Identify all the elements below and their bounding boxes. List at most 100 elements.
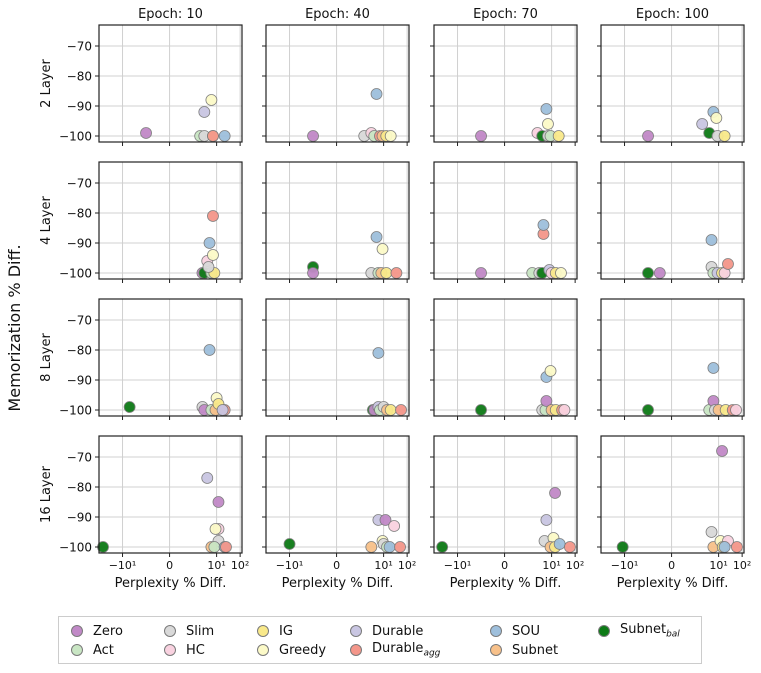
data-point-zero [212,496,225,508]
y-tick-label: −90 [67,237,92,251]
legend-item: Subnetbal [598,622,680,640]
legend-marker [490,644,502,656]
legend-item: SOU [490,622,540,640]
plot-area [266,25,409,142]
data-point-greedy [207,249,219,261]
axes-frame [433,24,578,143]
data-point-subnet-bal [436,541,449,553]
plot-area [434,299,577,416]
legend-marker [490,625,502,637]
y-tick-label: −70 [67,40,92,54]
data-point-ig [552,130,565,142]
data-point-hc [730,404,742,416]
data-point-subnet-bal [123,401,136,413]
subplot [430,161,578,283]
legend-item: HC [164,641,205,659]
axes-frame [265,435,410,554]
legend-label: Greedy [279,642,327,658]
x-tick-label: −10¹ [109,559,137,572]
y-tick-label: −100 [59,130,92,144]
data-point-greedy [384,130,397,142]
x-axis-title: Perplexity % Diff. [282,576,394,591]
axes-frame [433,161,578,280]
axes-frame [98,161,243,280]
plot-area [434,25,577,142]
data-point-sou [370,88,383,100]
data-point-durable-agg [207,210,219,222]
row-label: 8 Layer [39,333,54,382]
data-point-zero [307,130,319,142]
data-point-subnet [365,541,378,553]
legend-label: Zero [93,623,123,639]
data-point-durable-agg [395,404,407,416]
y-tick-label: −80 [67,344,92,358]
data-point-hc [388,520,401,532]
x-tick-label: 10¹ [207,559,225,572]
x-tick-label: 10¹ [374,559,392,572]
plot-area [434,162,577,279]
data-point-durable-agg [394,541,406,553]
legend-marker [598,625,610,637]
axes-frame [265,24,410,143]
data-point-greedy [710,112,723,124]
y-tick-label: −100 [59,404,92,418]
legend-item: Zero [71,622,123,640]
data-point-sou [372,347,385,359]
plot-area [99,162,242,279]
axes-frame [98,298,243,417]
data-point-durable-agg [564,541,576,553]
data-point-slim [202,261,215,273]
data-point-sou [203,344,216,356]
data-point-zero [653,267,666,279]
data-point-zero [642,130,654,142]
data-point-zero [140,127,152,139]
data-point-durable [696,118,709,130]
x-tick-label: −10¹ [611,559,639,572]
data-point-sou [553,538,566,550]
data-point-greedy [205,94,218,106]
x-tick-label: 10² [398,559,416,572]
data-point-ig [380,267,393,279]
legend-marker [350,644,362,656]
data-point-greedy [542,118,554,130]
data-point-subnet-bal [616,541,629,553]
y-tick-label: −90 [67,100,92,114]
data-point-subnet-bal [642,404,654,416]
legend-marker [71,644,83,656]
data-point-zero [307,267,319,279]
y-axis-title: Memorization % Diff. [5,244,24,411]
subplot [262,24,410,146]
data-point-durable-agg [220,541,232,553]
data-point-durable [198,106,211,118]
legend-item: Subnet [490,641,558,659]
axes-frame [433,298,578,417]
legend-item: Act [71,641,114,659]
data-point-durable-agg [390,267,403,279]
legend-label: IG [279,623,293,639]
data-point-greedy [555,267,567,279]
y-tick-label: −90 [67,374,92,388]
subplot [597,24,745,146]
column-title: Epoch: 100 [636,7,709,22]
legend-item: Greedy [257,641,326,659]
plot-area [601,162,744,279]
column-title: Epoch: 40 [305,7,370,22]
data-point-act [208,541,221,553]
data-point-zero [540,395,553,407]
subplot [430,24,578,146]
x-tick-label: 0 [333,559,340,572]
legend-item: Slim [164,622,214,640]
subplot [597,298,745,420]
axes-frame [600,298,745,417]
data-point-sou [218,130,231,142]
x-tick-label: −10¹ [444,559,472,572]
x-tick-label: 10² [733,559,751,572]
x-tick-label: 0 [501,559,508,572]
y-tick-label: −80 [67,481,92,495]
data-point-ig [718,130,731,142]
x-tick-label: −10¹ [276,559,304,572]
legend-label: Subnet [512,642,559,658]
data-point-sou [540,103,553,115]
legend-marker [71,625,83,637]
data-point-zero [549,487,561,499]
